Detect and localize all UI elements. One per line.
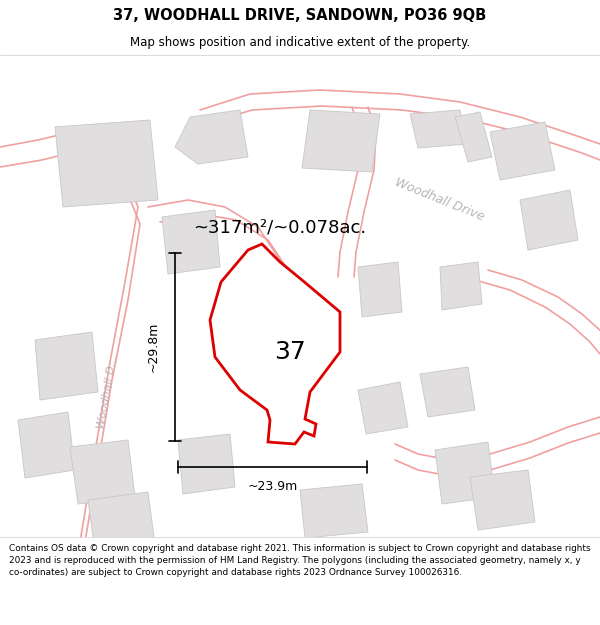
Text: ~23.9m: ~23.9m — [247, 481, 298, 494]
Text: ~29.8m: ~29.8m — [146, 322, 160, 372]
Polygon shape — [358, 382, 408, 434]
Polygon shape — [420, 367, 475, 417]
Polygon shape — [35, 332, 98, 400]
Polygon shape — [440, 262, 482, 310]
Polygon shape — [455, 112, 492, 162]
Polygon shape — [210, 244, 340, 444]
Text: 37: 37 — [274, 340, 306, 364]
Polygon shape — [300, 484, 368, 538]
Polygon shape — [18, 412, 75, 478]
Polygon shape — [435, 442, 495, 504]
Polygon shape — [520, 190, 578, 250]
Text: Woodhall Drive: Woodhall Drive — [394, 176, 487, 224]
Polygon shape — [302, 110, 380, 172]
Text: Woodhall D...: Woodhall D... — [97, 354, 119, 429]
Polygon shape — [470, 470, 535, 530]
Text: Map shows position and indicative extent of the property.: Map shows position and indicative extent… — [130, 36, 470, 49]
Polygon shape — [358, 262, 402, 317]
Polygon shape — [410, 110, 468, 148]
Text: 37, WOODHALL DRIVE, SANDOWN, PO36 9QB: 37, WOODHALL DRIVE, SANDOWN, PO36 9QB — [113, 8, 487, 23]
Polygon shape — [162, 210, 220, 274]
Polygon shape — [88, 492, 155, 552]
Polygon shape — [178, 434, 235, 494]
Text: Contains OS data © Crown copyright and database right 2021. This information is : Contains OS data © Crown copyright and d… — [9, 544, 590, 577]
Polygon shape — [70, 440, 135, 504]
Polygon shape — [55, 120, 158, 207]
Polygon shape — [175, 110, 248, 164]
Polygon shape — [490, 122, 555, 180]
Text: ~317m²/~0.078ac.: ~317m²/~0.078ac. — [193, 218, 367, 236]
